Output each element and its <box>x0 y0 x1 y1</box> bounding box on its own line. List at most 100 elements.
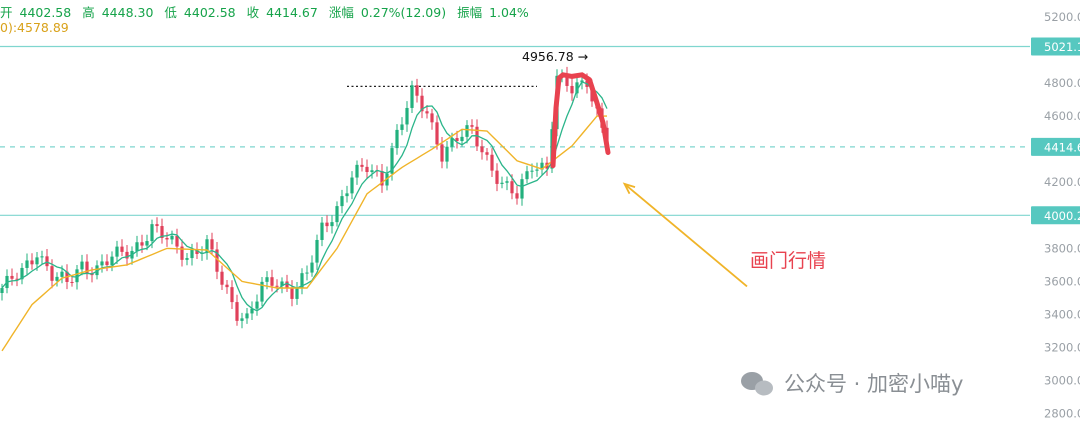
price-tag <box>1031 137 1080 156</box>
candle-body <box>425 111 429 114</box>
candle-body <box>10 275 14 279</box>
open-label: 开 <box>0 5 13 20</box>
high-value: 4448.30 <box>101 5 154 20</box>
ma-slow-line <box>1 115 607 352</box>
candle-body <box>495 170 499 184</box>
candle-body <box>335 206 339 223</box>
candle-body <box>40 256 44 258</box>
candle-body <box>60 271 64 277</box>
candle-body <box>350 177 354 194</box>
door-pattern-mark <box>550 72 611 169</box>
candle-body <box>445 146 449 162</box>
candle-body <box>80 261 84 270</box>
candle-body <box>450 138 454 147</box>
candle-body <box>295 288 299 299</box>
candle-body <box>225 284 229 288</box>
candle-body <box>330 222 334 227</box>
candle-body <box>15 278 19 280</box>
candle-body <box>140 242 144 246</box>
candle-body <box>535 169 539 171</box>
candle-body <box>510 181 514 194</box>
price-tag <box>1031 206 1080 225</box>
candle-body <box>0 288 4 294</box>
candle-body <box>400 124 404 130</box>
candle-body <box>410 85 414 108</box>
y-tick-label: 3400.0 <box>1044 308 1080 322</box>
candle-body <box>310 262 314 273</box>
candle-body <box>125 251 129 259</box>
candle-body <box>530 170 534 172</box>
candle-body <box>415 85 419 96</box>
y-tick-label: 4800.0 <box>1044 76 1080 90</box>
candle-body <box>120 246 124 252</box>
candle-body <box>275 285 279 287</box>
amplitude-value: 1.04% <box>489 5 529 20</box>
change-label: 涨幅 <box>328 5 354 20</box>
candle-body <box>85 261 89 274</box>
candle-body <box>260 281 264 302</box>
candle-body <box>105 261 109 266</box>
candle-body <box>395 129 399 149</box>
candle-body <box>235 302 239 321</box>
candle-body <box>505 181 509 183</box>
watermark-text: 公众号 · 加密小喵y <box>784 372 963 396</box>
y-tick-label: 3000.0 <box>1044 374 1080 388</box>
candle-body <box>35 257 39 265</box>
candle-body <box>95 265 99 276</box>
candle-body <box>75 269 79 283</box>
candle-body <box>285 281 289 288</box>
candle-body <box>475 126 479 147</box>
candle-body <box>55 276 59 281</box>
candle-body <box>135 242 139 251</box>
candle-body <box>215 249 219 272</box>
close-value: 4414.67 <box>266 5 318 20</box>
candle-body <box>185 258 189 260</box>
ma-readout: 0):4578.89 <box>0 20 69 35</box>
ohlc-header: 开 4402.58 高 4448.30 低 4402.58 收 4414.67 涨幅 0.… <box>0 2 536 21</box>
price-tag-label: 4414.6 <box>1044 140 1080 154</box>
candle-body <box>430 113 434 123</box>
candle-body <box>405 107 409 125</box>
price-tag-label: 4000.2 <box>1044 209 1080 223</box>
open-value: 4402.58 <box>19 5 72 20</box>
candle-body <box>345 193 349 197</box>
candle-body <box>390 148 394 174</box>
candle-body <box>165 237 169 240</box>
candle-body <box>290 287 294 299</box>
candle-body <box>325 222 329 227</box>
candle-body <box>355 164 359 178</box>
candle-body <box>175 235 179 247</box>
candle-body <box>100 261 104 266</box>
candle-body <box>360 164 364 167</box>
candle-body <box>340 196 344 207</box>
candle-body <box>250 308 254 314</box>
y-tick-label: 4600.0 <box>1044 109 1080 123</box>
candle-body <box>270 277 274 286</box>
candle-body <box>195 249 199 254</box>
candle-body <box>440 144 444 162</box>
candle-body <box>455 138 459 142</box>
candle-body <box>565 73 569 86</box>
candle-body <box>280 281 284 287</box>
annotation-arrow-head <box>622 182 636 195</box>
candle-body <box>255 301 259 309</box>
candle-body <box>485 152 489 155</box>
candle-body <box>570 85 574 94</box>
candle-body <box>45 256 49 267</box>
wechat-icon-bubble <box>755 380 773 396</box>
candle-body <box>500 182 504 184</box>
candle-body <box>365 166 369 173</box>
candle-body <box>575 82 579 94</box>
candle-body <box>245 313 249 319</box>
close-label: 收 <box>246 5 260 20</box>
candle-body <box>110 256 114 266</box>
candle-body <box>315 239 319 263</box>
low-label: 低 <box>164 5 177 20</box>
candle-body <box>190 249 194 259</box>
candle-body <box>420 95 424 112</box>
candle-body <box>205 239 209 253</box>
candle-body <box>515 193 519 199</box>
annotation-arrow <box>623 183 748 288</box>
candle-body <box>160 226 164 238</box>
candle-body <box>435 122 439 145</box>
